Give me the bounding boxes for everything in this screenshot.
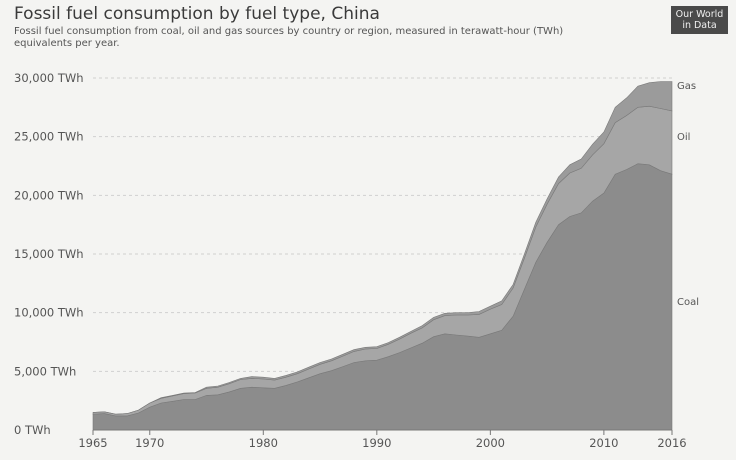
logo-line-1: Our World — [675, 9, 724, 20]
stacked-areas — [92, 81, 673, 431]
x-tick-label: 1970 — [135, 436, 164, 450]
y-axis: 0 TWh 5,000 TWh 10,000 TWh 15,000 TWh 20,000… — [14, 71, 84, 437]
series-label-gas: Gas — [677, 81, 696, 92]
chart-title: Fossil fuel consumption by fuel type, Ch… — [14, 4, 380, 24]
y-tick-label: 15,000 TWh — [14, 247, 84, 261]
chart-subtitle: Fossil fuel consumption from coal, oil a… — [14, 26, 564, 49]
series-labels: Coal Oil Gas — [677, 81, 699, 308]
y-tick-label: 5,000 TWh — [14, 364, 76, 378]
y-tick-label: 20,000 TWh — [14, 188, 84, 202]
y-tick-label: 25,000 TWh — [14, 130, 84, 144]
x-tick-label: 1980 — [249, 436, 278, 450]
x-tick-label: 1965 — [78, 436, 107, 450]
area-gas[interactable] — [92, 81, 673, 415]
y-tick-label: 0 TWh — [14, 423, 51, 437]
owid-logo[interactable]: Our World in Data — [671, 6, 728, 34]
y-tick-label: 30,000 TWh — [14, 71, 84, 85]
series-label-oil: Oil — [677, 132, 690, 143]
x-axis: 1965 1970 1980 1990 2000 2010 2016 — [78, 429, 687, 450]
logo-line-2: in Data — [682, 20, 717, 31]
x-tick-label: 1990 — [362, 436, 391, 450]
y-tick-label: 10,000 TWh — [14, 306, 84, 320]
series-label-coal: Coal — [677, 297, 699, 308]
x-tick-label: 2016 — [657, 436, 686, 450]
x-tick-label: 2010 — [589, 436, 618, 450]
x-tick-label: 2000 — [476, 436, 505, 450]
